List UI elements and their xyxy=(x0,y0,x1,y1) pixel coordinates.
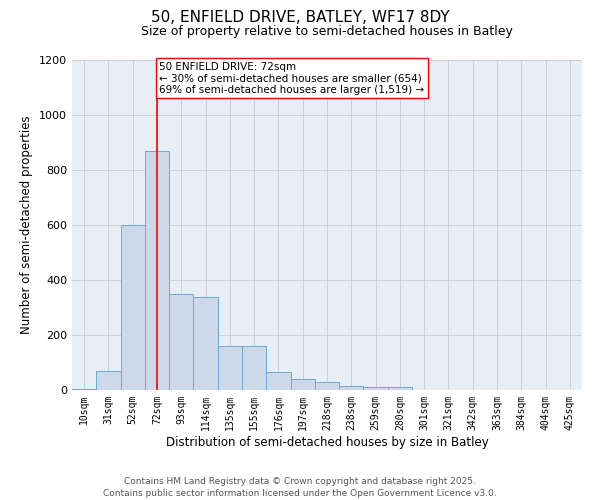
Y-axis label: Number of semi-detached properties: Number of semi-detached properties xyxy=(20,116,34,334)
Text: Contains HM Land Registry data © Crown copyright and database right 2025.
Contai: Contains HM Land Registry data © Crown c… xyxy=(103,476,497,498)
X-axis label: Distribution of semi-detached houses by size in Batley: Distribution of semi-detached houses by … xyxy=(166,436,488,448)
Bar xyxy=(218,346,242,390)
Text: 50 ENFIELD DRIVE: 72sqm
← 30% of semi-detached houses are smaller (654)
69% of s: 50 ENFIELD DRIVE: 72sqm ← 30% of semi-de… xyxy=(160,62,425,95)
Title: Size of property relative to semi-detached houses in Batley: Size of property relative to semi-detach… xyxy=(141,25,513,38)
Bar xyxy=(193,296,218,390)
Bar xyxy=(266,372,290,390)
Bar xyxy=(96,371,121,390)
Bar xyxy=(121,225,145,390)
Bar xyxy=(290,379,315,390)
Bar xyxy=(72,388,96,390)
Bar xyxy=(315,382,339,390)
Bar xyxy=(388,387,412,390)
Bar xyxy=(169,294,193,390)
Bar xyxy=(242,346,266,390)
Text: 50, ENFIELD DRIVE, BATLEY, WF17 8DY: 50, ENFIELD DRIVE, BATLEY, WF17 8DY xyxy=(151,10,449,25)
Bar xyxy=(364,387,388,390)
Bar xyxy=(339,386,364,390)
Bar xyxy=(145,151,169,390)
